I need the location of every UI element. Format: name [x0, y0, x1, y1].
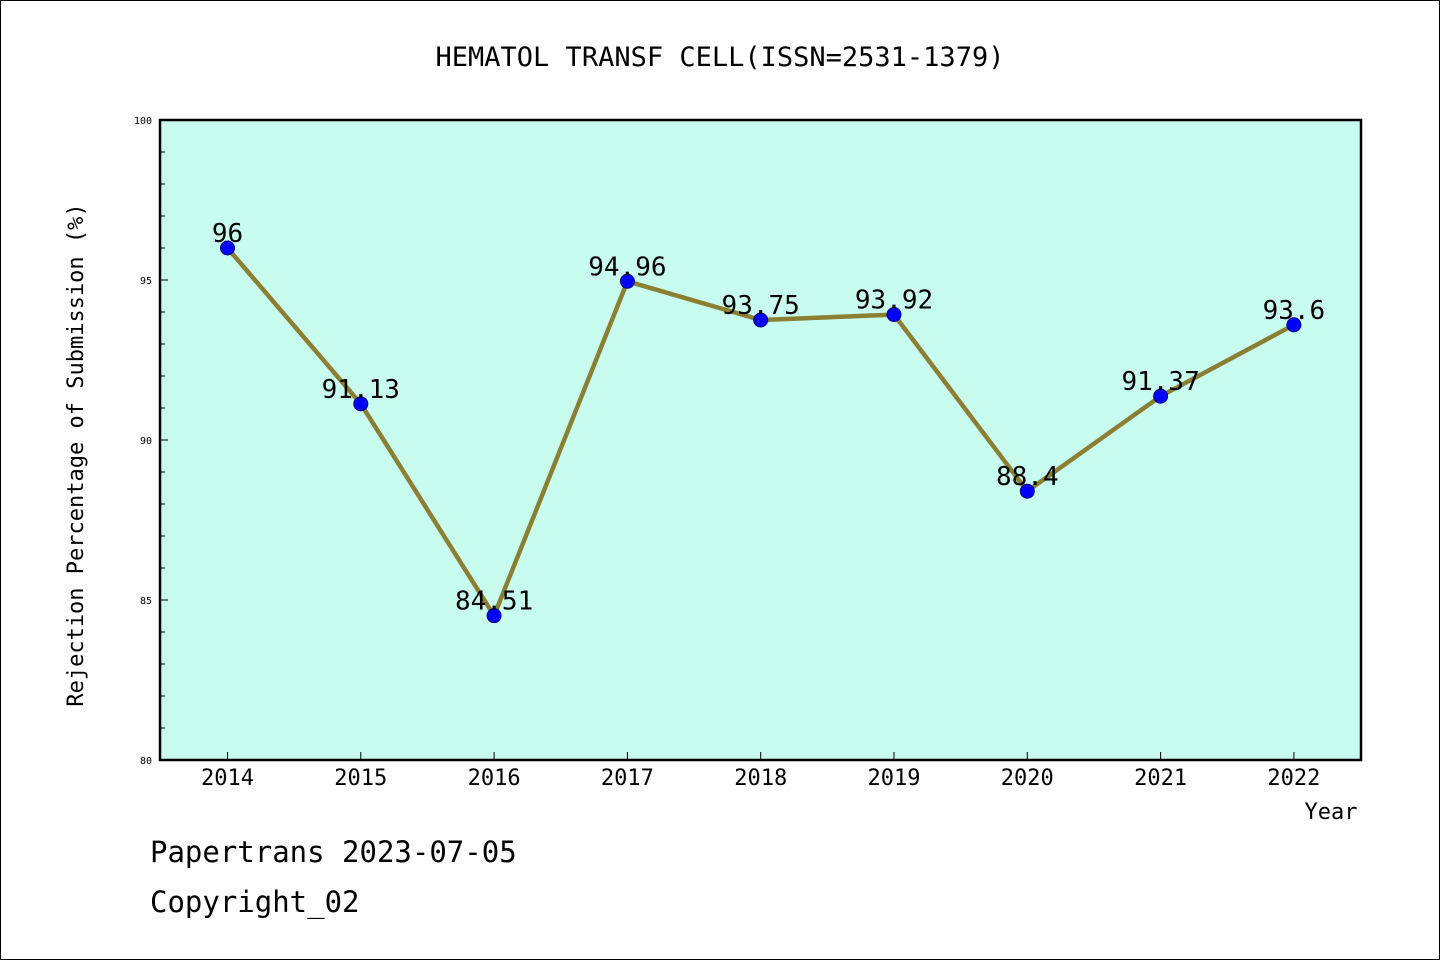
x-tick-label: 2016: [468, 766, 521, 791]
y-tick-label: 90: [140, 436, 152, 447]
data-label: 88.4: [996, 462, 1059, 492]
data-point: [1019, 483, 1035, 499]
data-point: [220, 240, 235, 256]
data-label: 96: [212, 219, 243, 249]
data-point: [1286, 317, 1302, 333]
x-tick-label: 2022: [1267, 766, 1320, 791]
data-label: 84.51: [455, 587, 533, 617]
data-point: [486, 608, 502, 624]
x-tick-label: 2019: [868, 766, 921, 791]
data-point: [753, 312, 769, 328]
data-point: [1153, 388, 1169, 404]
data-label: 93.75: [722, 291, 800, 321]
y-tick-label: 100: [134, 116, 152, 127]
data-point: [619, 273, 635, 289]
footer-copyright-line: Copyright_02: [150, 885, 360, 919]
data-point: [353, 396, 369, 412]
series-markers: [220, 240, 1302, 624]
x-tick-label: 2014: [201, 766, 254, 791]
plot-border: [158, 118, 1363, 762]
y-tick-label: 95: [140, 276, 152, 287]
x-tick-label: 2020: [1001, 766, 1054, 791]
x-tick-label: 2021: [1134, 766, 1187, 791]
y-axis-title: Rejection Percentage of Submission (%): [64, 203, 89, 706]
data-labels: 96 91.13 84.51 94.96 93.75 93.92 88.4 91.37 93.6: [212, 219, 1325, 617]
plot-area: [160, 120, 1361, 760]
x-tick-label: 2018: [734, 766, 787, 791]
y-tick-label: 80: [140, 756, 152, 767]
y-tick-label: 85: [140, 596, 152, 607]
data-label: 94.96: [588, 252, 666, 282]
x-axis-title: Year: [1305, 800, 1358, 825]
data-label: 93.6: [1263, 296, 1326, 326]
chart-title: HEMATOL TRANSF CELL(ISSN=2531-1379): [436, 42, 1005, 73]
x-axis-ticks: 2014 2015 2016 2017 2018 2019 2020 2021 2022: [201, 752, 1320, 791]
data-label: 93.92: [855, 286, 933, 316]
x-tick-label: 2017: [601, 766, 654, 791]
data-label: 91.13: [322, 375, 400, 405]
data-label: 91.37: [1121, 367, 1199, 397]
data-point: [886, 307, 902, 323]
x-tick-label: 2015: [334, 766, 387, 791]
footer-date-line: Papertrans 2023-07-05: [150, 835, 517, 869]
